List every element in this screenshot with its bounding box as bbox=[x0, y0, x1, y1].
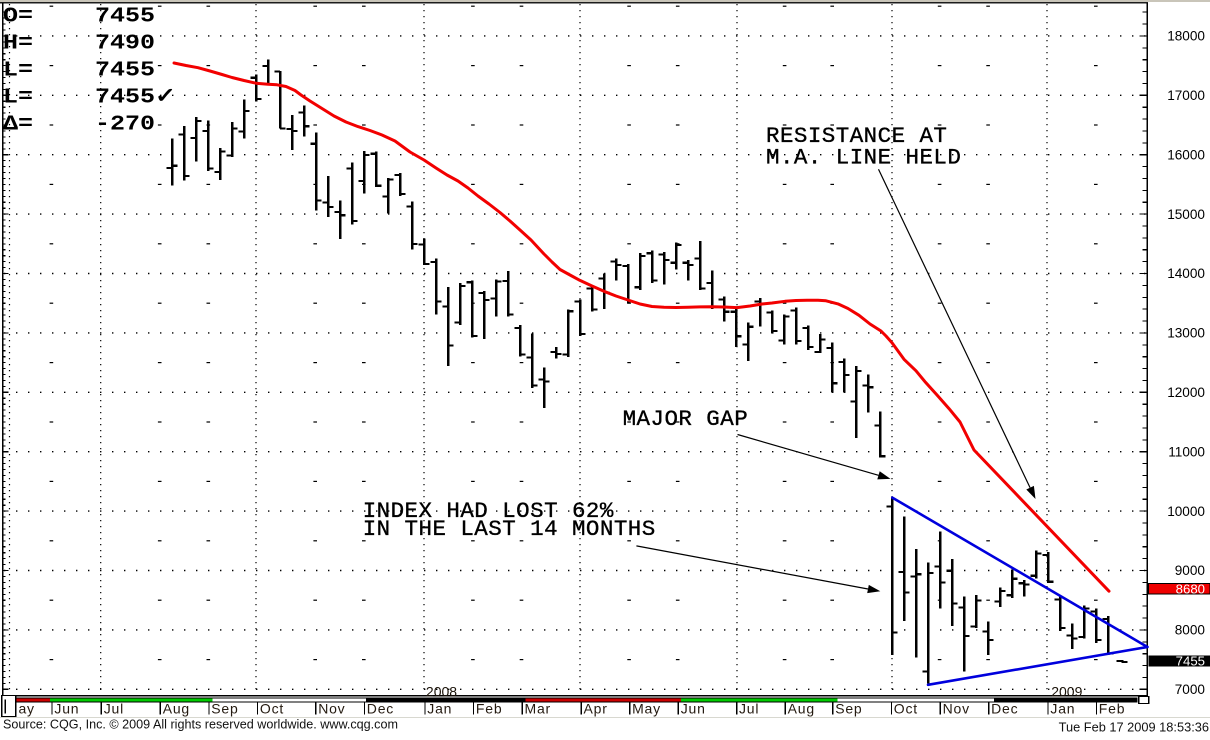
svg-text:L=: L= bbox=[3, 85, 33, 109]
svg-text:Δ=: Δ= bbox=[3, 112, 33, 136]
svg-text:Aug: Aug bbox=[163, 701, 190, 717]
svg-text:Jul: Jul bbox=[104, 701, 124, 717]
svg-text:Jul: Jul bbox=[739, 701, 759, 717]
svg-text:May: May bbox=[632, 701, 661, 717]
svg-text:7000: 7000 bbox=[1175, 682, 1206, 697]
svg-text:13000: 13000 bbox=[1167, 326, 1205, 341]
svg-text:2008: 2008 bbox=[426, 683, 457, 699]
svg-text:8680: 8680 bbox=[1176, 581, 1205, 596]
svg-text:Oct: Oct bbox=[260, 701, 284, 717]
svg-text:7455: 7455 bbox=[95, 58, 155, 82]
svg-text:15000: 15000 bbox=[1167, 207, 1205, 222]
svg-text:-270: -270 bbox=[95, 112, 155, 136]
svg-text:Apr: Apr bbox=[584, 701, 608, 717]
svg-text:7490: 7490 bbox=[95, 31, 155, 55]
svg-text:Source: CQG, Inc. © 2009 All r: Source: CQG, Inc. © 2009 All rights rese… bbox=[3, 718, 398, 732]
svg-text:18000: 18000 bbox=[1167, 29, 1205, 44]
svg-text:Jan: Jan bbox=[427, 701, 452, 717]
svg-text:Jun: Jun bbox=[681, 701, 706, 717]
svg-text:12000: 12000 bbox=[1167, 385, 1205, 400]
svg-text:Nov: Nov bbox=[318, 701, 345, 717]
svg-text:RESISTANCE AT: RESISTANCE AT bbox=[766, 123, 947, 149]
svg-text:10000: 10000 bbox=[1167, 504, 1205, 519]
svg-text:2009: 2009 bbox=[1051, 684, 1082, 700]
svg-text:Dec: Dec bbox=[991, 701, 1018, 717]
svg-text:8000: 8000 bbox=[1175, 623, 1206, 638]
svg-text:O=: O= bbox=[3, 4, 33, 28]
svg-text:7455: 7455 bbox=[1176, 654, 1205, 669]
svg-text:Tue Feb 17 2009 18:53:36: Tue Feb 17 2009 18:53:36 bbox=[1059, 720, 1209, 735]
svg-text:MAJOR GAP: MAJOR GAP bbox=[623, 406, 749, 432]
svg-text:9000: 9000 bbox=[1175, 563, 1206, 578]
svg-text:Oct: Oct bbox=[894, 701, 918, 717]
svg-text:Nov: Nov bbox=[943, 701, 970, 717]
svg-text:H=: H= bbox=[3, 31, 33, 55]
svg-text:INDEX HAD LOST 62%: INDEX HAD LOST 62% bbox=[363, 498, 614, 524]
svg-text:Feb: Feb bbox=[1099, 701, 1126, 717]
svg-text:7455: 7455 bbox=[95, 4, 155, 28]
svg-text:7455✓: 7455✓ bbox=[95, 85, 176, 109]
svg-text:M.A. LINE HELD: M.A. LINE HELD bbox=[766, 144, 961, 170]
svg-text:Feb: Feb bbox=[476, 701, 503, 717]
svg-text:L=: L= bbox=[3, 58, 33, 82]
svg-text:Jun: Jun bbox=[54, 701, 79, 717]
svg-text:IN THE LAST 14 MONTHS: IN THE LAST 14 MONTHS bbox=[363, 516, 656, 542]
svg-text:Sep: Sep bbox=[835, 701, 862, 717]
svg-text:17000: 17000 bbox=[1167, 88, 1205, 103]
svg-text:Jan: Jan bbox=[1050, 701, 1075, 717]
svg-text:Dec: Dec bbox=[367, 701, 394, 717]
svg-text:Sep: Sep bbox=[211, 701, 238, 717]
svg-text:14000: 14000 bbox=[1167, 266, 1205, 281]
svg-text:Aug: Aug bbox=[788, 701, 815, 717]
svg-text:11000: 11000 bbox=[1168, 444, 1205, 459]
svg-text:Mar: Mar bbox=[525, 701, 552, 717]
svg-text:16000: 16000 bbox=[1167, 147, 1205, 162]
